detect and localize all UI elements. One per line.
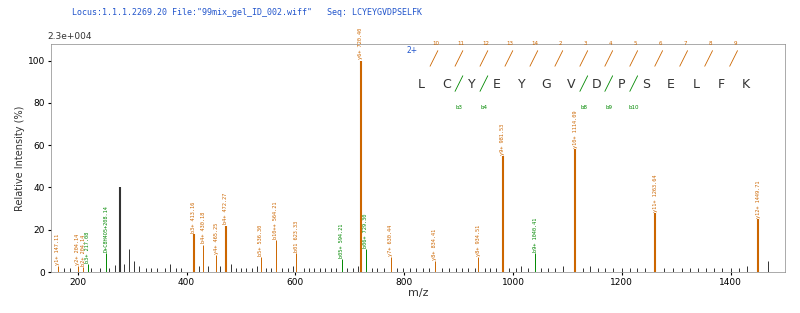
Text: b2+ 204.14: b2+ 204.14 (81, 234, 86, 266)
Text: 12: 12 (482, 41, 489, 46)
Text: b3: b3 (455, 105, 462, 110)
Text: b05+ 594.21: b05+ 594.21 (339, 224, 344, 258)
Text: b06+ 729.30: b06+ 729.30 (363, 213, 368, 248)
Text: b9: b9 (606, 105, 612, 110)
Text: y12+ 1449.71: y12+ 1449.71 (756, 181, 761, 218)
Text: b8: b8 (580, 105, 587, 110)
Text: 8: 8 (708, 41, 712, 46)
Text: b10++ 564.21: b10++ 564.21 (274, 202, 278, 239)
Text: Y: Y (518, 78, 525, 91)
Text: 10: 10 (432, 41, 439, 46)
Text: 7: 7 (683, 41, 687, 46)
Y-axis label: Relative Intensity (%): Relative Intensity (%) (15, 105, 25, 211)
Text: b10: b10 (629, 105, 639, 110)
Text: b3+ 413.16: b3+ 413.16 (191, 202, 196, 233)
Text: 4: 4 (609, 41, 612, 46)
Text: L: L (693, 78, 700, 91)
Text: 2+: 2+ (406, 46, 418, 55)
Text: y9+ 981.53: y9+ 981.53 (501, 123, 506, 155)
Text: y7+ 630.44: y7+ 630.44 (388, 225, 394, 256)
Text: 6: 6 (658, 41, 662, 46)
Text: 2.3e+004: 2.3e+004 (47, 32, 91, 41)
Text: S: S (642, 78, 650, 91)
Text: Locus:1.1.1.2269.20 File:"99mix_gel_ID_002.wiff"   Seq: LCYEYGVDPSELFK: Locus:1.1.1.2269.20 File:"99mix_gel_ID_0… (72, 8, 422, 17)
Text: 9: 9 (734, 41, 737, 46)
Text: 14: 14 (532, 41, 538, 46)
Text: Y: Y (467, 78, 475, 91)
Text: b4+ 430.18: b4+ 430.18 (201, 212, 206, 244)
Text: 2: 2 (558, 41, 562, 46)
Text: E: E (667, 78, 675, 91)
Text: G: G (542, 78, 551, 91)
Text: y10+ 1114.09: y10+ 1114.09 (573, 111, 578, 148)
Text: b4: b4 (480, 105, 487, 110)
Text: C: C (442, 78, 451, 91)
Text: L: L (418, 78, 425, 91)
Text: D: D (591, 78, 601, 91)
Text: F: F (718, 78, 725, 91)
Text: 5: 5 (634, 41, 637, 46)
Text: y6+ 720.40: y6+ 720.40 (358, 28, 363, 59)
Text: D+C8H4O5+208.14: D+C8H4O5+208.14 (104, 205, 109, 252)
Text: b9+ 1040.41: b9+ 1040.41 (533, 218, 538, 252)
X-axis label: m/z: m/z (407, 288, 428, 298)
Text: K: K (742, 78, 750, 91)
Text: y2+ 204.14: y2+ 204.14 (75, 233, 80, 265)
Text: y1+ 147.11: y1+ 147.11 (55, 233, 60, 265)
Text: b5+ 536.30: b5+ 536.30 (258, 225, 263, 256)
Text: 11: 11 (457, 41, 464, 46)
Text: y11+ 1263.64: y11+ 1263.64 (653, 174, 658, 212)
Text: 3: 3 (583, 41, 587, 46)
Text: b4+ 472.27: b4+ 472.27 (223, 193, 228, 224)
Text: y8+ 834.41: y8+ 834.41 (432, 229, 437, 260)
Text: b3+ 217.08: b3+ 217.08 (85, 231, 90, 263)
Text: y4+ 465.25: y4+ 465.25 (214, 223, 218, 254)
Text: y8+ 934.51: y8+ 934.51 (476, 225, 481, 256)
Text: b01 623.33: b01 623.33 (294, 221, 298, 252)
Text: E: E (493, 78, 500, 91)
Text: P: P (618, 78, 625, 91)
Text: 13: 13 (507, 41, 514, 46)
Text: V: V (567, 78, 575, 91)
